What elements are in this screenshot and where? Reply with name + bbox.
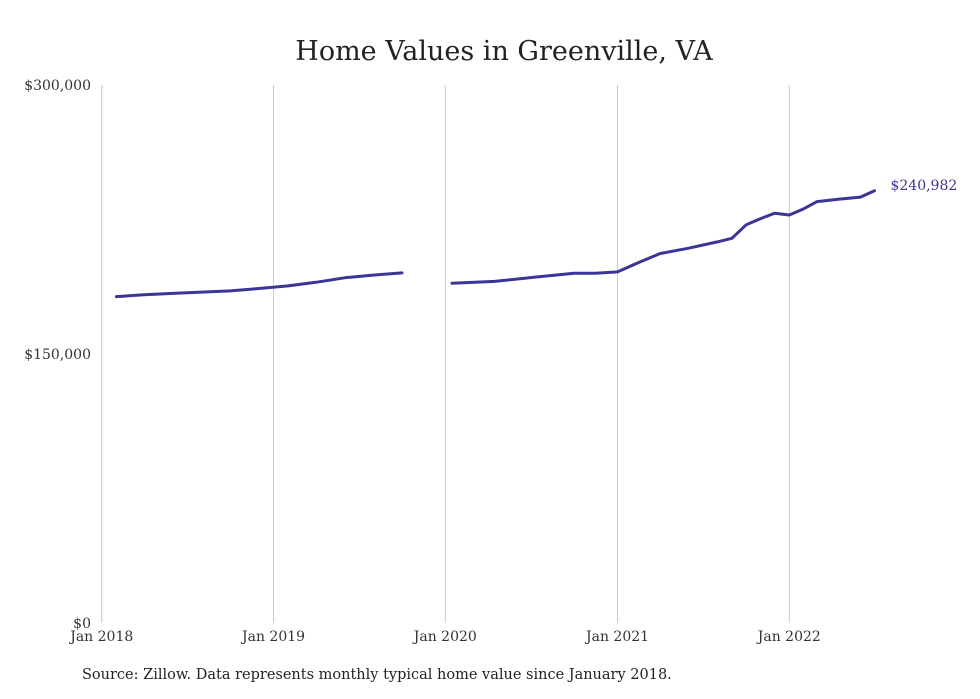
x-tick-label: Jan 2021 <box>584 629 649 645</box>
x-tick-label: Jan 2019 <box>240 629 305 645</box>
series-line-segment-1 <box>114 271 404 299</box>
x-tick-label: Jan 2018 <box>68 629 133 645</box>
source-note: Source: Zillow. Data represents monthly … <box>82 667 672 683</box>
series-line-segment-2 <box>450 189 876 285</box>
series-lines <box>114 189 876 299</box>
x-tick-label: Jan 2020 <box>412 629 477 645</box>
y-tick-label: $300,000 <box>24 78 91 94</box>
y-axis: $0 $150,000 $300,000 <box>24 78 91 632</box>
x-tick-label: Jan 2022 <box>756 629 821 645</box>
end-value-label: $240,982 <box>890 178 957 194</box>
y-tick-label: $150,000 <box>24 347 91 363</box>
chart-title: Home Values in Greenville, VA <box>295 36 713 67</box>
y-tick-label: $0 <box>73 616 91 632</box>
gridlines <box>101 85 790 623</box>
x-axis: Jan 2018 Jan 2019 Jan 2020 Jan 2021 Jan 2022 <box>68 629 821 645</box>
